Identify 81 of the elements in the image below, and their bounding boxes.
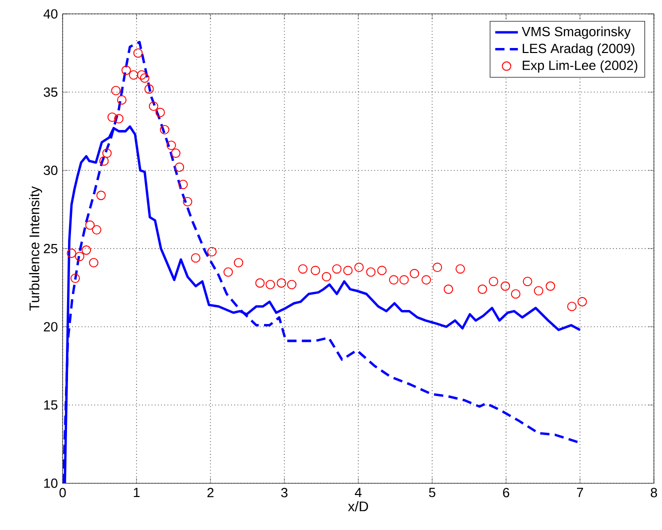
point (66, 248, 76, 258)
point (332, 264, 342, 274)
point (432, 262, 442, 272)
point (190, 253, 200, 263)
point (207, 247, 217, 256)
point (128, 70, 138, 80)
point (366, 267, 376, 277)
x-tick-label: 7 (576, 488, 584, 498)
point (510, 289, 520, 299)
point (70, 274, 80, 284)
point (102, 148, 112, 158)
point (178, 180, 188, 190)
point (111, 86, 121, 96)
point (478, 284, 488, 294)
point (444, 284, 454, 294)
y-axis-title: Turbulence Intensity (29, 186, 42, 311)
point (117, 95, 126, 105)
x-tick-label: 0 (59, 488, 66, 498)
point (310, 266, 320, 276)
point (546, 281, 556, 291)
x-tick-label: 1 (134, 488, 140, 498)
point (121, 66, 131, 75)
x-tick-label: 5 (429, 488, 436, 498)
point (255, 278, 265, 288)
x-axis-title: x/D (348, 501, 368, 512)
point (410, 268, 420, 278)
point (82, 245, 91, 255)
point (343, 266, 353, 276)
point (389, 275, 398, 285)
point (133, 48, 143, 58)
point (85, 220, 95, 230)
point (488, 276, 498, 286)
legend-label: VMS Smagorinsky (522, 26, 631, 39)
y-tick-label: 35 (44, 87, 58, 97)
legend-label: Exp Lim-Lee (2002) (522, 60, 638, 73)
point (166, 140, 176, 150)
point (74, 252, 84, 262)
point (276, 278, 286, 288)
point (140, 73, 150, 83)
y-tick-label: 20 (44, 322, 58, 332)
point (144, 84, 154, 94)
point (234, 258, 244, 268)
point (174, 162, 184, 172)
point (456, 264, 465, 274)
point (298, 264, 308, 274)
point (223, 267, 233, 277)
point (377, 266, 387, 276)
point (322, 272, 332, 282)
point (266, 280, 276, 290)
point (567, 302, 577, 312)
x-tick-label: 4 (354, 488, 362, 498)
point (114, 114, 124, 124)
point (96, 190, 106, 200)
point (88, 258, 98, 268)
point (137, 70, 146, 80)
y-tick-label: 10 (44, 478, 58, 488)
point (92, 225, 102, 235)
y-tick-label: 40 (44, 9, 58, 19)
point (534, 286, 544, 296)
x-tick-label: 3 (281, 488, 288, 498)
y-tick-label: 30 (44, 166, 58, 176)
point (422, 275, 431, 285)
x-tick-label: 2 (207, 488, 214, 498)
point (354, 262, 364, 272)
point (399, 275, 409, 285)
x-tick-label: 6 (503, 488, 510, 498)
point (107, 112, 117, 122)
point (287, 280, 296, 290)
y-tick-label: 25 (44, 244, 58, 254)
point (182, 196, 192, 206)
point (500, 281, 510, 291)
x-tick-label: 8 (650, 488, 658, 498)
point (578, 297, 587, 306)
point (171, 148, 180, 158)
point (160, 124, 170, 134)
point (99, 156, 109, 166)
legend-label: LES Aradag (2009) (522, 43, 634, 56)
point (148, 102, 158, 111)
y-tick-label: 15 (44, 400, 58, 410)
point (155, 108, 165, 118)
point (522, 276, 532, 286)
